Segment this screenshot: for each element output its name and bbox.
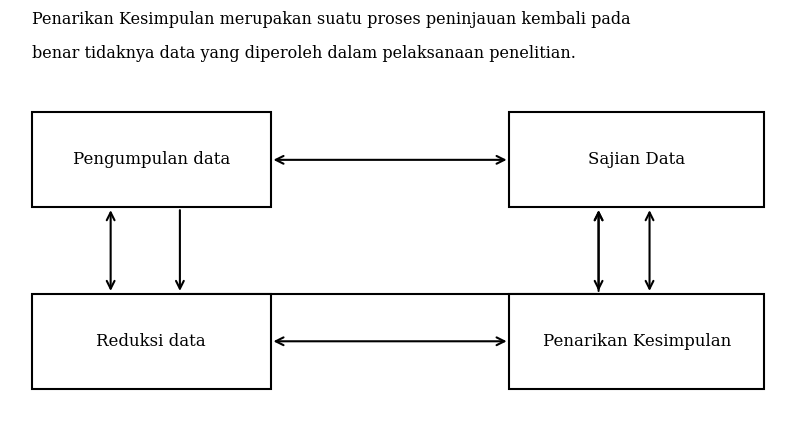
Text: Sajian Data: Sajian Data [588,151,685,168]
Text: Penarikan Kesimpulan merupakan suatu proses peninjauan kembali pada: Penarikan Kesimpulan merupakan suatu pro… [32,11,630,28]
Text: Reduksi data: Reduksi data [96,333,206,350]
Text: benar tidaknya data yang diperoleh dalam pelaksanaan penelitian.: benar tidaknya data yang diperoleh dalam… [32,45,576,62]
Bar [509,294,764,389]
Bar [32,112,271,207]
Bar [509,112,764,207]
Text: Penarikan Kesimpulan: Penarikan Kesimpulan [543,333,731,350]
Text: Pengumpulan data: Pengumpulan data [72,151,230,168]
Bar [32,294,271,389]
